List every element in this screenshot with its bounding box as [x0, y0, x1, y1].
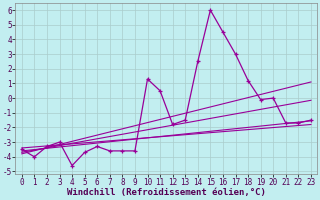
X-axis label: Windchill (Refroidissement éolien,°C): Windchill (Refroidissement éolien,°C)	[67, 188, 266, 197]
